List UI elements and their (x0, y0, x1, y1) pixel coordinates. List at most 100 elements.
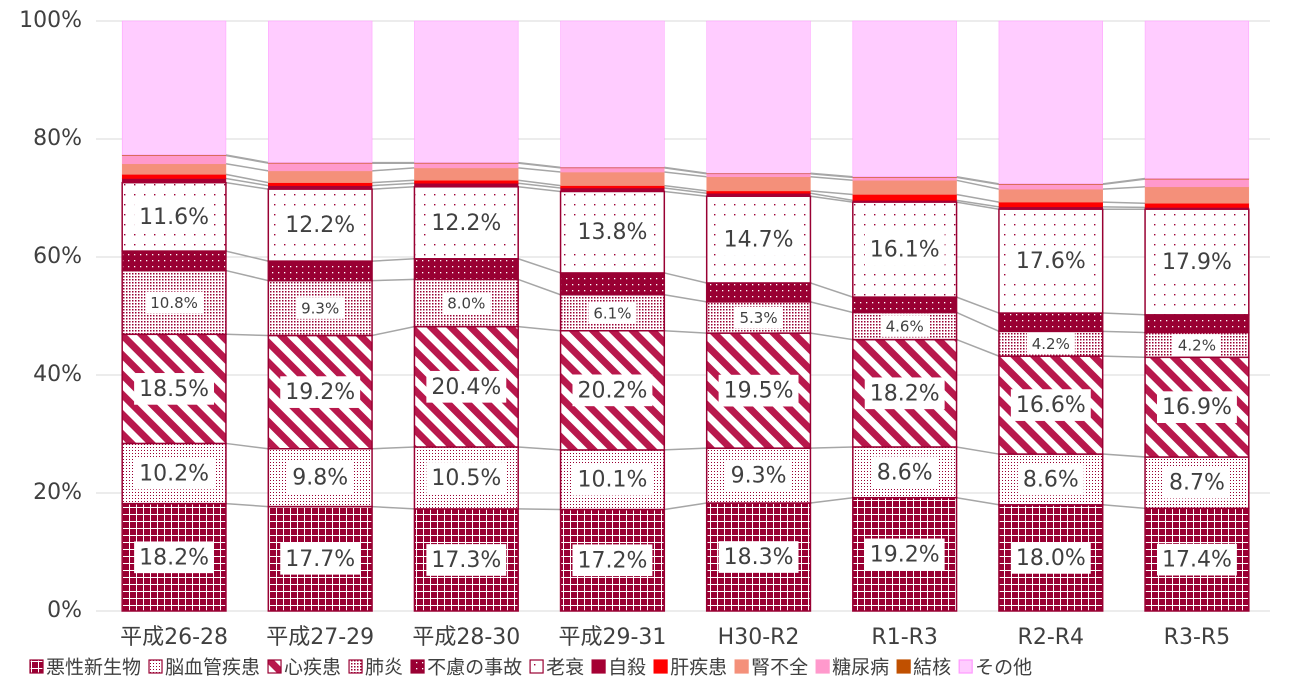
connector-line (810, 282, 854, 298)
legend-swatch (958, 659, 973, 674)
connector-line (225, 333, 269, 337)
data-label: 17.3% (431, 548, 501, 573)
connector-line (956, 176, 1000, 185)
connector-line (664, 187, 707, 195)
data-label: 12.2% (431, 211, 501, 236)
label-box (1163, 466, 1230, 499)
label-box (134, 373, 215, 405)
connector-line (518, 182, 561, 189)
connector-line (225, 163, 269, 172)
connector-line (664, 166, 707, 174)
label-box (1156, 543, 1237, 576)
connector-line (810, 332, 853, 341)
connector-line (956, 446, 1000, 455)
legend-swatch (148, 659, 163, 674)
label-box (134, 541, 215, 574)
legend-label: 腎不全 (751, 657, 808, 679)
connector-line (956, 193, 1000, 203)
label-box (426, 370, 507, 403)
legend-swatch (267, 659, 282, 674)
label-box (426, 544, 507, 576)
bar-segment (998, 312, 1104, 333)
connector-line (664, 171, 707, 178)
connector-line (664, 184, 707, 192)
label-box (1017, 463, 1084, 496)
connector-line (664, 294, 707, 303)
label-box (1010, 389, 1091, 421)
connector-line (810, 192, 853, 202)
connector-line (1102, 312, 1146, 316)
label-box (1156, 246, 1237, 278)
connector-line (517, 278, 561, 296)
legend-swatch (734, 659, 749, 674)
legend-label: 老衰 (546, 657, 584, 679)
data-label: 20.4% (431, 375, 501, 400)
connector-line (810, 190, 853, 196)
bar-segment (852, 180, 957, 195)
label-box (864, 377, 945, 410)
connector-line (518, 325, 561, 332)
data-label: 8.7% (1169, 471, 1225, 496)
legend-label: その他 (975, 657, 1032, 679)
connector-line (225, 181, 269, 190)
label-box (134, 201, 215, 233)
data-label: 4.6% (886, 318, 924, 336)
data-label: 19.5% (724, 379, 794, 404)
connector-line (810, 496, 853, 504)
data-label: 18.5% (139, 377, 209, 402)
data-label: 16.1% (870, 238, 940, 263)
connector-line (1102, 504, 1146, 510)
legend-swatch (591, 659, 606, 674)
data-label: 10.1% (577, 468, 647, 493)
legend-label: 悪性新生物 (46, 657, 141, 679)
data-label: 9.3% (301, 300, 339, 318)
connector-line (664, 330, 707, 334)
x-tick-label: H30-R2 (718, 625, 800, 650)
bar-segment (414, 183, 519, 188)
data-label: 9.3% (731, 464, 787, 489)
connector-line (372, 179, 415, 184)
label-box (426, 462, 507, 494)
bar-segment (706, 193, 811, 197)
x-tick-label: 平成28-30 (412, 625, 520, 650)
bar-segment (852, 177, 957, 181)
bar-segment (121, 155, 227, 165)
legend-swatch (653, 659, 668, 674)
connector-line (810, 176, 853, 182)
connector-line (810, 172, 853, 178)
connector-line (372, 505, 415, 510)
connector-line (372, 182, 415, 187)
data-label: 18.3% (724, 545, 794, 570)
data-label: 4.2% (1032, 335, 1070, 353)
bar-segment (121, 174, 227, 179)
connector-line (956, 311, 1000, 333)
connector-line (518, 161, 561, 169)
connector-line (1102, 453, 1146, 458)
bar-segment (1144, 20, 1250, 179)
bar-segment (414, 162, 519, 169)
connector-line (225, 250, 269, 262)
bar-segment (268, 182, 373, 186)
x-tick-label: 平成26-28 (120, 625, 228, 650)
label-box (1172, 334, 1221, 356)
bar-segment (1144, 186, 1250, 204)
connector-line (664, 502, 707, 511)
connector-line (810, 195, 853, 203)
data-label: 14.7% (724, 228, 794, 253)
connector-line (372, 278, 415, 282)
data-label: 8.0% (447, 295, 485, 313)
data-label: 20.2% (577, 378, 647, 403)
bar-segment (706, 176, 811, 192)
data-label: 17.2% (577, 548, 647, 573)
bar-segment (1144, 203, 1250, 208)
connector-line (225, 154, 269, 164)
connector-line (664, 447, 707, 451)
connector-line (518, 179, 561, 187)
connector-line (372, 186, 415, 190)
bar-segment (413, 258, 519, 281)
legend-label: 心疾患 (284, 657, 341, 679)
connector-line (1102, 206, 1146, 209)
bar-segment (705, 282, 812, 303)
data-label: 8.6% (1023, 467, 1079, 492)
connector-line (225, 502, 269, 508)
